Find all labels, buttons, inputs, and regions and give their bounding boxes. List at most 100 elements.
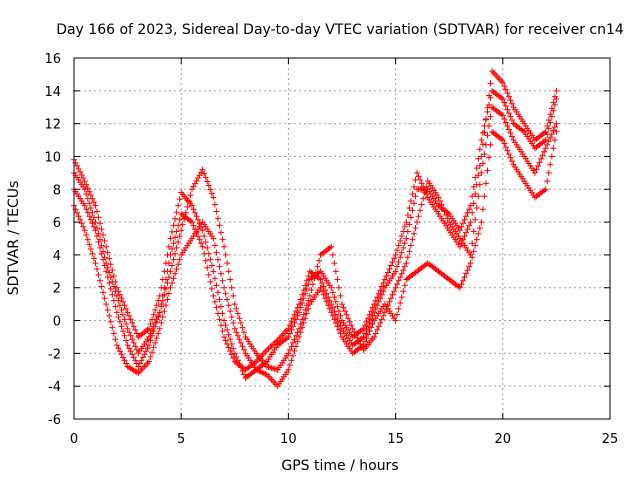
data-point-interp — [504, 122, 511, 129]
data-point-interp — [228, 284, 235, 291]
data-point-interp — [463, 213, 470, 220]
data-point-interp — [201, 170, 208, 177]
y-tick-label: 6 — [53, 216, 61, 231]
data-point-interp — [162, 285, 169, 292]
data-point-interp — [406, 221, 413, 228]
data-point-interp — [412, 224, 419, 231]
data-point-interp — [329, 251, 336, 258]
data-point-interp — [90, 255, 97, 262]
data-point-interp — [401, 263, 408, 270]
data-point-interp — [325, 302, 332, 309]
data-point-interp — [398, 294, 405, 301]
data-point-interp — [198, 169, 205, 176]
data-point-interp — [150, 311, 157, 318]
data-point-interp — [118, 306, 125, 313]
data-point-interp — [502, 144, 509, 151]
data-point — [285, 366, 292, 373]
data-point-interp — [409, 236, 416, 243]
data-point-interp — [294, 338, 301, 345]
data-point-interp — [216, 296, 223, 303]
data-point — [146, 333, 153, 340]
data-point-interp — [286, 330, 293, 337]
data-point-interp — [74, 162, 81, 169]
data-point — [231, 325, 238, 332]
data-point-interp — [158, 301, 165, 308]
data-point-interp — [329, 304, 336, 311]
data-point-interp — [120, 354, 127, 361]
data-point-interp — [335, 326, 342, 333]
data-point-interp — [289, 323, 296, 330]
data-point-interp — [293, 343, 300, 350]
data-point-interp — [374, 302, 381, 309]
data-point-interp — [394, 247, 401, 254]
data-point-interp — [363, 318, 370, 325]
data-point-interp — [224, 340, 231, 347]
data-point-interp — [141, 351, 148, 358]
data-point — [435, 194, 442, 201]
data-point — [296, 333, 303, 340]
data-point-interp — [222, 337, 229, 344]
data-point-interp — [505, 93, 512, 100]
data-point-interp — [297, 296, 304, 303]
data-point-interp — [170, 240, 177, 247]
data-point-interp — [170, 256, 177, 263]
data-point-interp — [77, 216, 84, 223]
data-point-interp — [507, 113, 514, 120]
data-point-interp — [155, 312, 162, 319]
x-axis-label: GPS time / hours — [281, 458, 398, 474]
data-point-interp — [366, 319, 373, 326]
data-point-interp — [505, 151, 512, 158]
data-point-interp — [164, 296, 171, 303]
data-point-interp — [291, 311, 298, 318]
data-point-interp — [195, 216, 202, 223]
chart-grid — [74, 58, 610, 419]
data-point-interp — [86, 200, 93, 207]
data-point-interp — [464, 209, 471, 216]
data-point-interp — [470, 248, 477, 255]
data-point — [328, 284, 335, 291]
data-point-interp — [366, 311, 373, 318]
data-point-interp — [397, 237, 404, 244]
data-point-interp — [123, 337, 130, 344]
data-point — [103, 243, 110, 250]
data-point-interp — [299, 316, 306, 323]
data-point-interp — [120, 328, 127, 335]
data-point-interp — [109, 324, 116, 331]
data-point-interp — [208, 262, 215, 269]
data-point-interp — [380, 288, 387, 295]
x-tick-label: 5 — [177, 432, 185, 447]
data-point — [221, 333, 228, 340]
data-point-interp — [508, 133, 515, 140]
data-point-interp — [130, 354, 137, 361]
data-point-interp — [118, 295, 125, 302]
data-point-interp — [288, 318, 295, 325]
data-point-interp — [551, 101, 558, 108]
data-point — [360, 333, 367, 340]
data-point-interp — [216, 222, 223, 229]
data-point-interp — [225, 344, 232, 351]
data-point-interp — [98, 226, 105, 233]
data-point-interp — [205, 182, 212, 189]
data-point-interp — [89, 220, 96, 227]
data-point-interp — [401, 223, 408, 230]
data-point-interp — [121, 332, 128, 339]
data-point-interp — [110, 330, 117, 337]
data-point-interp — [466, 206, 473, 213]
data-point-interp — [377, 287, 384, 294]
data-point — [167, 235, 174, 242]
data-point-interp — [173, 244, 180, 251]
data-point-interp — [544, 141, 551, 148]
data-point-interp — [184, 203, 191, 210]
data-point-interp — [470, 183, 477, 190]
data-point — [403, 235, 410, 242]
data-point-interp — [86, 213, 93, 220]
data-point-interp — [404, 212, 411, 219]
data-point-interp — [162, 276, 169, 283]
data-point-interp — [130, 339, 137, 346]
data-point-interp — [368, 316, 375, 323]
data-point — [81, 186, 88, 193]
data-point — [542, 145, 549, 152]
data-point-interp — [84, 185, 91, 192]
data-point-interp — [464, 226, 471, 233]
data-point-interp — [482, 180, 489, 187]
